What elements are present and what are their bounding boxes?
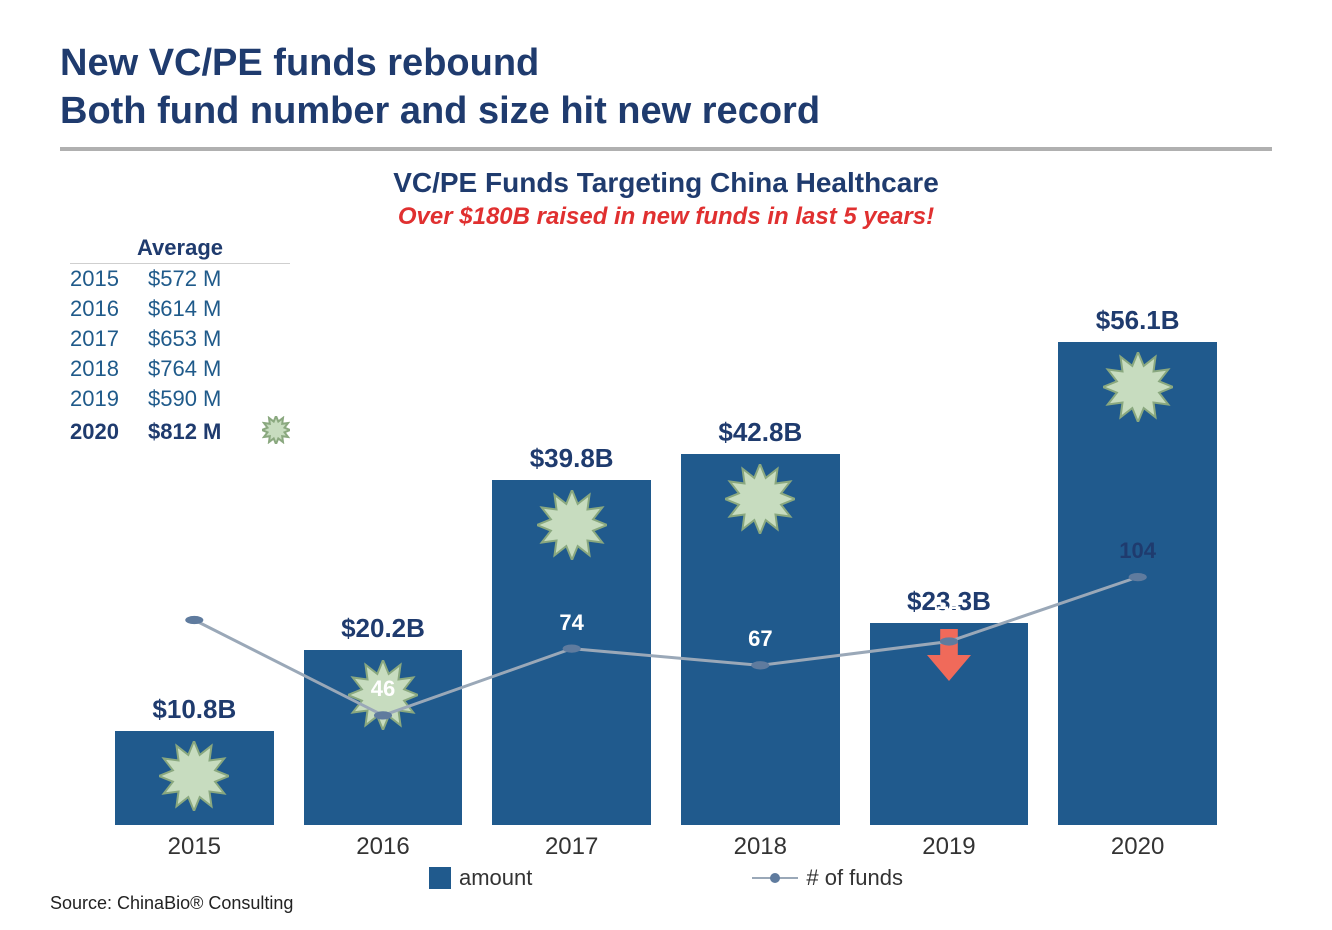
source-caption: Source: ChinaBio® Consulting — [50, 893, 293, 914]
bar — [870, 623, 1028, 825]
average-row: 2016 $614 M — [70, 294, 290, 324]
average-year: 2018 — [70, 356, 140, 382]
legend-funds: # of funds — [752, 865, 903, 891]
average-row: 2018 $764 M — [70, 354, 290, 384]
average-value: $590 M — [148, 386, 258, 412]
average-table-header: Average — [70, 235, 290, 264]
bar-slot: $39.8B2017 — [492, 305, 650, 825]
average-table: Average 2015$572 M2016$614 M2017$653 M20… — [70, 235, 290, 452]
title-divider — [60, 147, 1272, 151]
average-value: $653 M — [148, 326, 258, 352]
bar-amount-label: $20.2B — [341, 613, 425, 644]
fund-count-label: 104 — [1119, 538, 1156, 564]
chart-area: Average 2015$572 M2016$614 M2017$653 M20… — [60, 235, 1272, 855]
burst-icon — [159, 741, 229, 811]
chart-subtitle: Over $180B raised in new funds in last 5… — [60, 203, 1272, 231]
average-year: 2017 — [70, 326, 140, 352]
legend-amount-label: amount — [459, 865, 532, 891]
slide-title: New VC/PE funds rebound Both fund number… — [60, 40, 1272, 135]
x-axis-label: 2018 — [734, 833, 787, 861]
fund-count-label: 74 — [559, 610, 583, 636]
burst-icon — [1103, 352, 1173, 422]
legend-funds-swatch — [752, 871, 798, 885]
bar-slot: $20.2B2016 — [304, 305, 462, 825]
bar — [1058, 342, 1216, 825]
burst-icon — [262, 416, 290, 444]
average-year: 2016 — [70, 296, 140, 322]
bar-slot: $42.8B2018 — [681, 305, 839, 825]
average-table-rows: 2015 $572 M 2016 $614 M 2017 $653 M 2018 $764 M… — [70, 264, 290, 452]
bar-slot: $23.3B2019 — [870, 305, 1028, 825]
fund-count-label: 67 — [748, 626, 772, 652]
average-row: 2019 $590 M — [70, 384, 290, 414]
fund-count-label: 86 — [182, 581, 206, 607]
average-year: 2019 — [70, 386, 140, 412]
x-axis-label: 2020 — [1111, 833, 1164, 861]
x-axis-label: 2016 — [356, 833, 409, 861]
x-axis-label: 2015 — [168, 833, 221, 861]
legend-amount-swatch — [429, 867, 451, 889]
fund-count-label: 46 — [371, 676, 395, 702]
bar-amount-label: $10.8B — [152, 694, 236, 725]
average-row: 2015 $572 M — [70, 264, 290, 294]
average-year: 2015 — [70, 266, 140, 292]
average-row: 2020 $812 M — [70, 414, 290, 452]
fund-count-label: 77 — [937, 602, 961, 628]
x-axis-label: 2019 — [922, 833, 975, 861]
legend-amount: amount — [429, 865, 532, 891]
bar-amount-label: $39.8B — [530, 443, 614, 474]
bar-amount-label: $56.1B — [1096, 305, 1180, 336]
chart-title: VC/PE Funds Targeting China Healthcare — [60, 167, 1272, 199]
legend-funds-label: # of funds — [806, 865, 903, 891]
down-arrow-icon — [927, 629, 971, 681]
title-line-2: Both fund number and size hit new record — [60, 90, 820, 132]
slide: New VC/PE funds rebound Both fund number… — [0, 0, 1332, 930]
title-line-1: New VC/PE funds rebound — [60, 42, 539, 84]
x-axis-label: 2017 — [545, 833, 598, 861]
average-value: $764 M — [148, 356, 258, 382]
bar — [492, 480, 650, 825]
average-value: $572 M — [148, 266, 258, 292]
average-value: $812 M — [148, 419, 258, 445]
bar — [115, 731, 273, 825]
chart-legend: amount # of funds — [100, 865, 1232, 891]
average-row: 2017 $653 M — [70, 324, 290, 354]
average-year: 2020 — [70, 419, 140, 445]
bar-slot: $56.1B2020 — [1058, 305, 1216, 825]
burst-icon — [725, 464, 795, 534]
bar-amount-label: $42.8B — [718, 417, 802, 448]
burst-icon — [537, 490, 607, 560]
average-value: $614 M — [148, 296, 258, 322]
